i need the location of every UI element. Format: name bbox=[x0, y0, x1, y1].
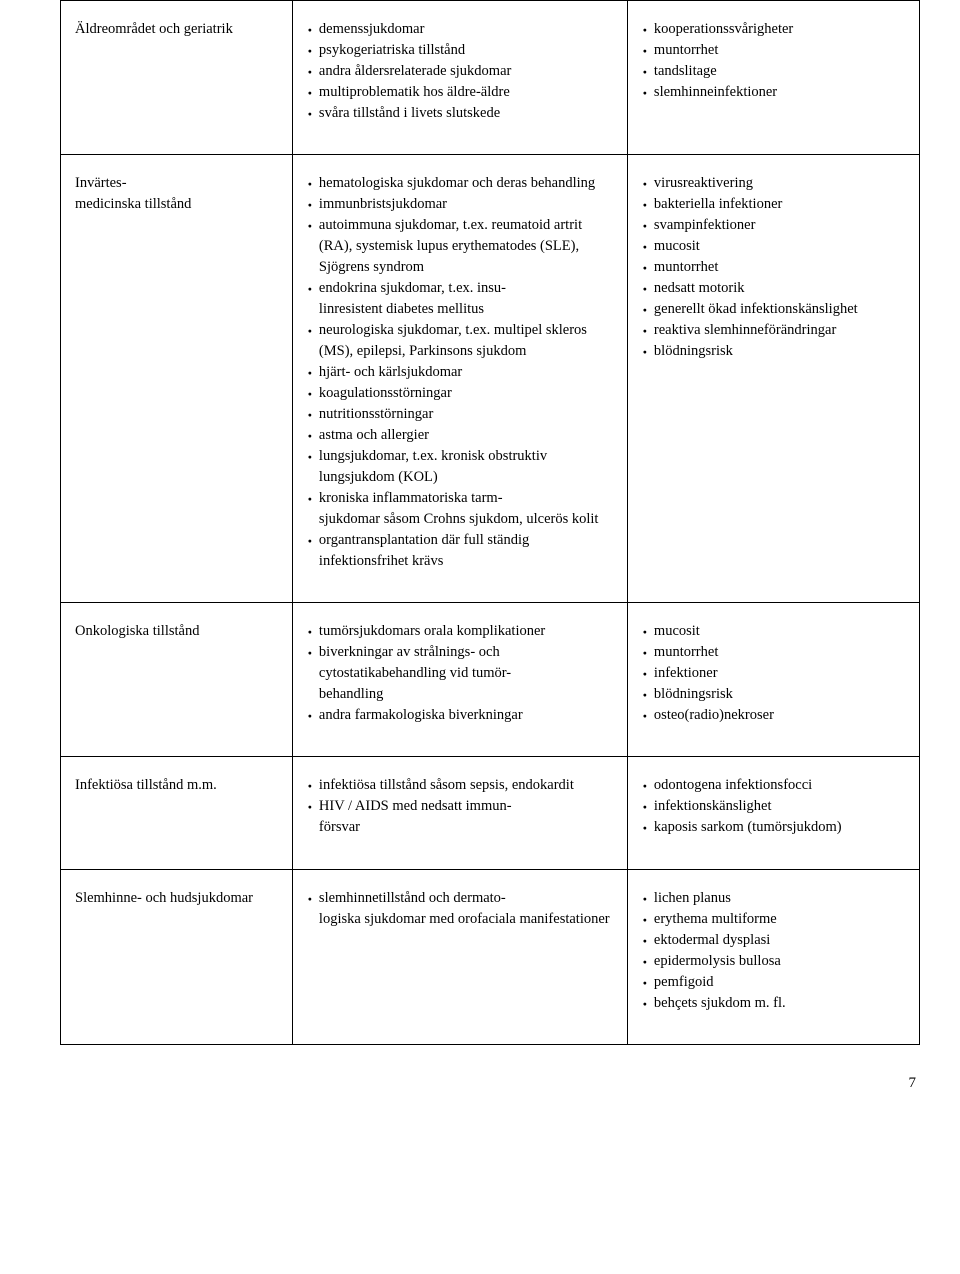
list-item: mucosit bbox=[642, 621, 905, 642]
row-right: kooperationssvårighetermuntorrhettandsli… bbox=[627, 1, 919, 155]
row-middle: demenssjukdomarpsykogeriatriska tillstån… bbox=[292, 1, 627, 155]
list-item: nedsatt motorik bbox=[642, 278, 905, 299]
list-item: ektodermal dysplasi bbox=[642, 930, 905, 951]
row-label: Äldreområdet och geriatrik bbox=[61, 1, 293, 155]
list-item: autoimmuna sjukdomar, t.ex. reumatoid ar… bbox=[307, 215, 613, 278]
row-right: odontogena infektionsfocciinfektionskäns… bbox=[627, 757, 919, 869]
list-item: svåra tillstånd i livets slutskede bbox=[307, 103, 613, 124]
list-item: odontogena infektionsfocci bbox=[642, 775, 905, 796]
table-row: Invärtes- medicinska tillstånd hematologi… bbox=[61, 155, 920, 603]
list-item: bakteriella infektioner bbox=[642, 194, 905, 215]
item-list: mucositmuntorrhetinfektionerblödningsris… bbox=[642, 621, 905, 726]
list-item: erythema multiforme bbox=[642, 909, 905, 930]
list-item: svampinfektioner bbox=[642, 215, 905, 236]
item-list: slemhinnetillstånd och dermato- logiska … bbox=[307, 888, 613, 930]
table-body: Äldreområdet och geriatrikdemenssjukdoma… bbox=[61, 1, 920, 1045]
list-item: tumörsjukdomars orala komplikationer bbox=[307, 621, 613, 642]
list-item: virusreaktivering bbox=[642, 173, 905, 194]
list-item: andra farmakologiska biverkningar bbox=[307, 705, 613, 726]
list-item: koagulationsstörningar bbox=[307, 383, 613, 404]
list-item: kaposis sarkom (tumörsjukdom) bbox=[642, 817, 905, 838]
list-item: astma och allergier bbox=[307, 425, 613, 446]
item-list: kooperationssvårighetermuntorrhettandsli… bbox=[642, 19, 905, 103]
list-item: HIV / AIDS med nedsatt immun- försvar bbox=[307, 796, 613, 838]
list-item: infektioner bbox=[642, 663, 905, 684]
list-item: lichen planus bbox=[642, 888, 905, 909]
list-item: slemhinnetillstånd och dermato- logiska … bbox=[307, 888, 613, 930]
table-row: Onkologiska tillståndtumörsjukdomars ora… bbox=[61, 603, 920, 757]
list-item: andra åldersrelaterade sjukdomar bbox=[307, 61, 613, 82]
row-label: Onkologiska tillstånd bbox=[61, 603, 293, 757]
list-item: kroniska inflammatoriska tarm- sjukdomar… bbox=[307, 488, 613, 530]
list-item: mucosit bbox=[642, 236, 905, 257]
list-item: slemhinneinfektioner bbox=[642, 82, 905, 103]
list-item: multiproblematik hos äldre-äldre bbox=[307, 82, 613, 103]
list-item: organtransplantation där full ständig in… bbox=[307, 530, 613, 572]
row-label: Invärtes- medicinska tillstånd bbox=[61, 155, 293, 603]
list-item: generellt ökad infektionskänslighet bbox=[642, 299, 905, 320]
list-item: hematologiska sjukdomar och deras behand… bbox=[307, 173, 613, 194]
row-middle: slemhinnetillstånd och dermato- logiska … bbox=[292, 869, 627, 1044]
conditions-table: Äldreområdet och geriatrikdemenssjukdoma… bbox=[60, 0, 920, 1045]
row-label: Infektiösa tillstånd m.m. bbox=[61, 757, 293, 869]
list-item: hjärt- och kärlsjukdomar bbox=[307, 362, 613, 383]
list-item: osteo(radio)nekroser bbox=[642, 705, 905, 726]
document-page: Äldreområdet och geriatrikdemenssjukdoma… bbox=[0, 0, 960, 1122]
list-item: muntorrhet bbox=[642, 257, 905, 278]
list-item: kooperationssvårigheter bbox=[642, 19, 905, 40]
table-row: Äldreområdet och geriatrikdemenssjukdoma… bbox=[61, 1, 920, 155]
list-item: infektionskänslighet bbox=[642, 796, 905, 817]
item-list: hematologiska sjukdomar och deras behand… bbox=[307, 173, 613, 572]
list-item: neurologiska sjukdomar, t.ex. multipel s… bbox=[307, 320, 613, 362]
list-item: biverkningar av strålnings- och cytostat… bbox=[307, 642, 613, 705]
list-item: behçets sjukdom m. fl. bbox=[642, 993, 905, 1014]
item-list: odontogena infektionsfocciinfektionskäns… bbox=[642, 775, 905, 838]
list-item: tandslitage bbox=[642, 61, 905, 82]
row-right: virusreaktiveringbakteriella infektioner… bbox=[627, 155, 919, 603]
list-item: pemfigoid bbox=[642, 972, 905, 993]
list-item: epidermolysis bullosa bbox=[642, 951, 905, 972]
list-item: blödningsrisk bbox=[642, 684, 905, 705]
item-list: tumörsjukdomars orala komplikationerbive… bbox=[307, 621, 613, 726]
row-middle: hematologiska sjukdomar och deras behand… bbox=[292, 155, 627, 603]
list-item: muntorrhet bbox=[642, 642, 905, 663]
item-list: virusreaktiveringbakteriella infektioner… bbox=[642, 173, 905, 362]
list-item: psykogeriatriska tillstånd bbox=[307, 40, 613, 61]
table-row: Infektiösa tillstånd m.m. infektiösa till… bbox=[61, 757, 920, 869]
item-list: infektiösa tillstånd såsom sepsis, endok… bbox=[307, 775, 613, 838]
item-list: lichen planuserythema multiformeektoderm… bbox=[642, 888, 905, 1014]
row-right: mucositmuntorrhetinfektionerblödningsris… bbox=[627, 603, 919, 757]
list-item: nutritionsstörningar bbox=[307, 404, 613, 425]
row-right: lichen planuserythema multiformeektoderm… bbox=[627, 869, 919, 1044]
row-middle: infektiösa tillstånd såsom sepsis, endok… bbox=[292, 757, 627, 869]
list-item: reaktiva slemhinneförändringar bbox=[642, 320, 905, 341]
list-item: immunbristsjukdomar bbox=[307, 194, 613, 215]
item-list: demenssjukdomarpsykogeriatriska tillstån… bbox=[307, 19, 613, 124]
list-item: endokrina sjukdomar, t.ex. insu- linresi… bbox=[307, 278, 613, 320]
row-middle: tumörsjukdomars orala komplikationerbive… bbox=[292, 603, 627, 757]
row-label: Slemhinne- och hudsjukdomar bbox=[61, 869, 293, 1044]
list-item: muntorrhet bbox=[642, 40, 905, 61]
list-item: blödningsrisk bbox=[642, 341, 905, 362]
page-number: 7 bbox=[60, 1075, 920, 1092]
list-item: demenssjukdomar bbox=[307, 19, 613, 40]
list-item: infektiösa tillstånd såsom sepsis, endok… bbox=[307, 775, 613, 796]
list-item: lungsjukdomar, t.ex. kronisk obstruktiv … bbox=[307, 446, 613, 488]
table-row: Slemhinne- och hudsjukdomar slemhinnetill… bbox=[61, 869, 920, 1044]
